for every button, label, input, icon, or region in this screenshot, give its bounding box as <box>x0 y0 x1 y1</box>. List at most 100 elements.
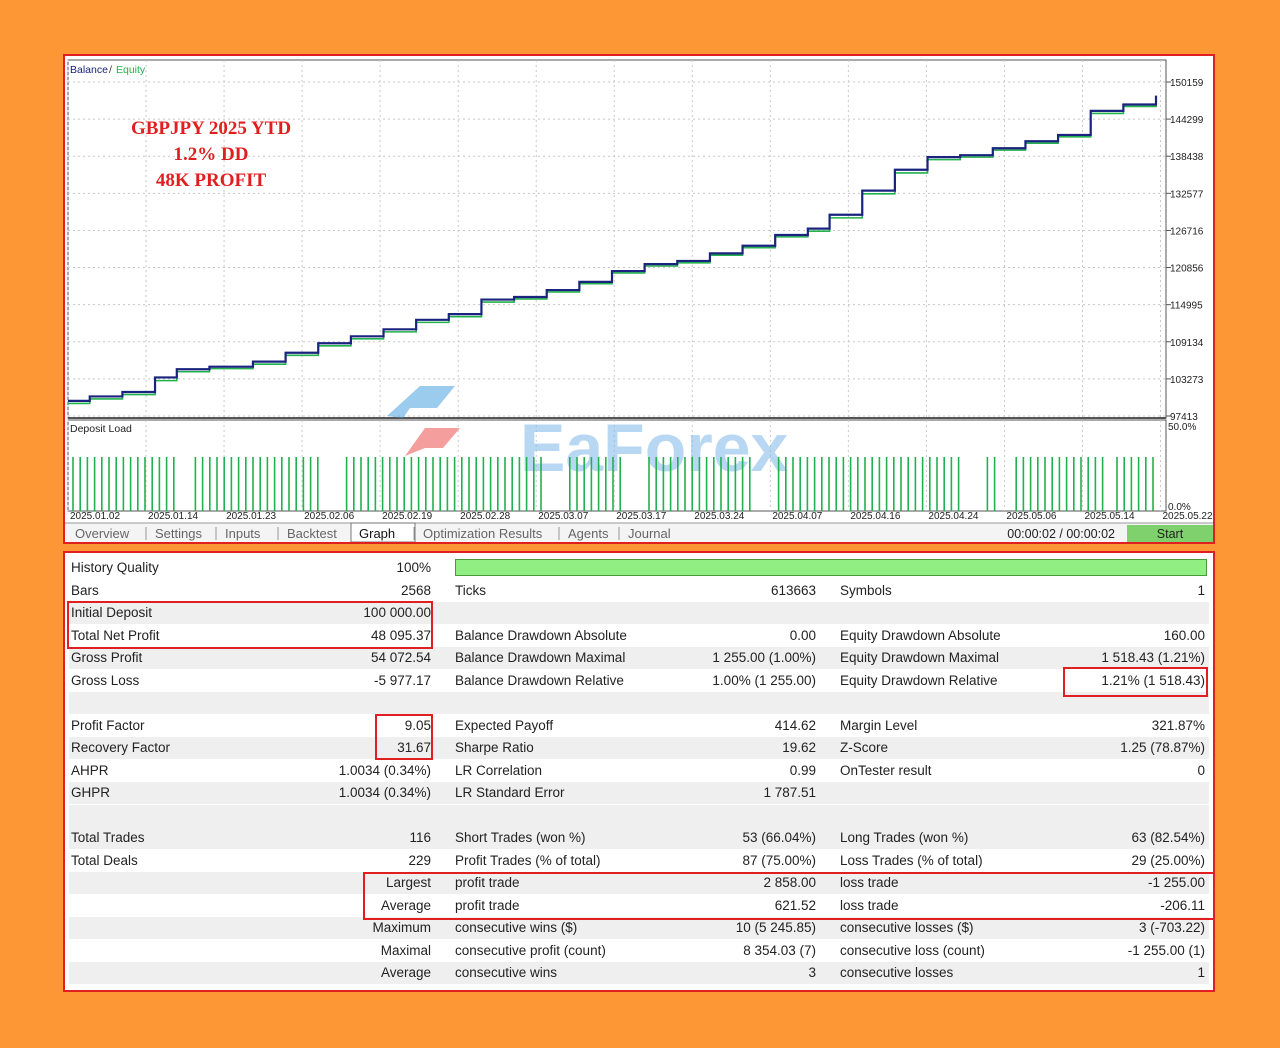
stat-c1l: Gross Loss <box>71 670 139 692</box>
deposit-load-top-label: 50.0% <box>1168 422 1196 433</box>
stat-c3l: Loss Trades (% of total) <box>840 850 983 872</box>
elapsed-timer: 00:00:02 / 00:00:02 <box>1007 527 1115 541</box>
stat-c3v: 1 <box>1197 962 1205 984</box>
stat-c1v: 31.67 <box>397 737 431 759</box>
stat-c2v: 87 (75.00%) <box>742 850 816 872</box>
stat-c3l: Equity Drawdown Maximal <box>840 647 999 669</box>
x-tick-label: 2025.03.07 <box>538 511 588 522</box>
stat-c1l: Recovery Factor <box>71 737 170 759</box>
stat-c2v: 621.52 <box>775 895 816 917</box>
tab-optimization-results[interactable]: Optimization Results <box>423 526 559 541</box>
tab-label[interactable]: Graph <box>359 526 395 541</box>
stat-c3v: 1.21% (1 518.43) <box>1101 670 1205 692</box>
stat-c1v: 1.0034 (0.34%) <box>339 782 431 804</box>
stat-row: Gross Loss -5 977.17 Balance Drawdown Rela… <box>69 670 1209 692</box>
x-tick-label: 2025.01.14 <box>148 511 198 522</box>
start-button-label[interactable]: Start <box>1157 527 1184 541</box>
stat-row: Total Deals 229 Profit Trades (% of total)… <box>69 850 1209 872</box>
stat-c3l: Long Trades (won %) <box>840 827 968 849</box>
balance-equity-chart-panel: EaForex 150159 144299 138438 132577 126716 12… <box>63 54 1215 544</box>
stat-c3l: Equity Drawdown Absolute <box>840 625 1001 647</box>
stat-c2l: Sharpe Ratio <box>455 737 534 759</box>
price-plot-border <box>68 60 1166 418</box>
annotation-line-2: 1.2% DD <box>174 144 249 165</box>
stat-row: Average profit trade 621.52 loss trade -206.… <box>69 895 1209 917</box>
x-tick-label: 2025.03.17 <box>616 511 666 522</box>
x-tick-label: 2025.01.23 <box>226 511 276 522</box>
stat-c3v: 3 (-703.22) <box>1139 917 1205 939</box>
annotation-line-3: 48K PROFIT <box>156 170 267 191</box>
stat-c3l: consecutive losses <box>840 962 953 984</box>
tab-label[interactable]: Journal <box>628 526 671 541</box>
start-button[interactable]: Start <box>1127 525 1213 542</box>
stat-c2l: Balance Drawdown Relative <box>455 670 624 692</box>
stat-c2l: Ticks <box>455 580 486 602</box>
annotation-line-1: GBPJPY 2025 YTD <box>131 118 291 139</box>
stat-c2v: 8 354.03 (7) <box>743 940 816 962</box>
stat-c1v: 2568 <box>401 580 431 602</box>
tab-backtest[interactable]: Backtest <box>287 526 337 541</box>
tabs: Overview Settings Inputs Backtest Graph Optim… <box>75 523 671 542</box>
y-tick-label: 120856 <box>1170 264 1204 275</box>
tab-label[interactable]: Inputs <box>225 526 261 541</box>
stat-c3l: consecutive losses ($) <box>840 917 974 939</box>
stat-c3v: 1 <box>1197 580 1205 602</box>
y-tick-label: 132577 <box>1170 189 1204 200</box>
stat-row: Total Net Profit 48 095.37 Balance Drawdow… <box>69 625 1209 647</box>
history-quality-row: History Quality 100% <box>69 557 1209 579</box>
stat-row: Bars 2568 Ticks 613663 Symbols 1 <box>69 580 1209 602</box>
tab-graph[interactable]: Graph <box>351 523 415 542</box>
deposit-load-bars <box>73 457 1153 511</box>
stat-c1l: GHPR <box>71 782 110 804</box>
stat-c3v: -206.11 <box>1160 895 1205 917</box>
balance-line <box>68 96 1156 401</box>
stat-c2l: consecutive wins <box>455 962 557 984</box>
stat-c2v: 1 255.00 (1.00%) <box>712 647 816 669</box>
stat-c1l: Initial Deposit <box>71 602 152 624</box>
watermark-logo-icon <box>387 386 455 418</box>
watermark-logo-arrow-icon <box>405 428 460 456</box>
stat-c1l: Total Trades <box>71 827 145 849</box>
x-tick-label: 2025.04.16 <box>850 511 900 522</box>
stat-c1l: Profit Factor <box>71 715 145 737</box>
x-tick-label: 2025.05.14 <box>1084 511 1134 522</box>
stat-c2v: 414.62 <box>775 715 816 737</box>
stat-c3l: Symbols <box>840 580 892 602</box>
stat-c3v: 160.00 <box>1164 625 1205 647</box>
stat-c2l: Short Trades (won %) <box>455 827 586 849</box>
tab-label[interactable]: Agents <box>568 526 609 541</box>
y-tick-label: 126716 <box>1170 226 1204 237</box>
tab-label[interactable]: Backtest <box>287 526 337 541</box>
legend-separator: / <box>109 64 112 76</box>
deposit-load-label: Deposit Load <box>70 423 132 435</box>
y-tick-label: 150159 <box>1170 78 1204 89</box>
stat-c3l: Margin Level <box>840 715 917 737</box>
stat-c3l: consecutive loss (count) <box>840 940 985 962</box>
stat-row: Maximal consecutive profit (count) 8 354.0… <box>69 940 1209 962</box>
stat-c1v: Largest <box>386 872 431 894</box>
stat-c3v: 1.25 (78.87%) <box>1120 737 1205 759</box>
stat-row: Recovery Factor 31.67 Sharpe Ratio 19.62 Z-S… <box>69 737 1209 759</box>
stat-c1v: 48 095.37 <box>371 625 431 647</box>
stat-c3v: 29 (25.00%) <box>1131 850 1205 872</box>
stat-c1v: Average <box>381 895 431 917</box>
x-tick-label: 2025.03.24 <box>694 511 744 522</box>
tab-label[interactable]: Settings <box>155 526 202 541</box>
tab-label[interactable]: Optimization Results <box>423 526 543 541</box>
stat-c2l: profit trade <box>455 895 520 917</box>
x-tick-label: 2025.04.07 <box>772 511 822 522</box>
stat-c1v: 229 <box>408 850 431 872</box>
x-tick-label: 2025.05.06 <box>1006 511 1056 522</box>
x-tick-label: 2025.02.19 <box>382 511 432 522</box>
stat-c2l: consecutive profit (count) <box>455 940 606 962</box>
stat-c2v: 613663 <box>771 580 816 602</box>
stat-c1l: AHPR <box>71 760 109 782</box>
x-tick-label: 2025.02.28 <box>460 511 510 522</box>
legend-balance: Balance <box>70 64 108 76</box>
chart-series <box>68 96 1156 404</box>
tab-journal[interactable]: Journal <box>628 526 671 541</box>
stat-c1v: Average <box>381 962 431 984</box>
tab-label[interactable]: Overview <box>75 526 130 541</box>
stat-c3v: 321.87% <box>1152 715 1205 737</box>
deposit-load-bottom-label: 0.0% <box>1168 502 1191 513</box>
